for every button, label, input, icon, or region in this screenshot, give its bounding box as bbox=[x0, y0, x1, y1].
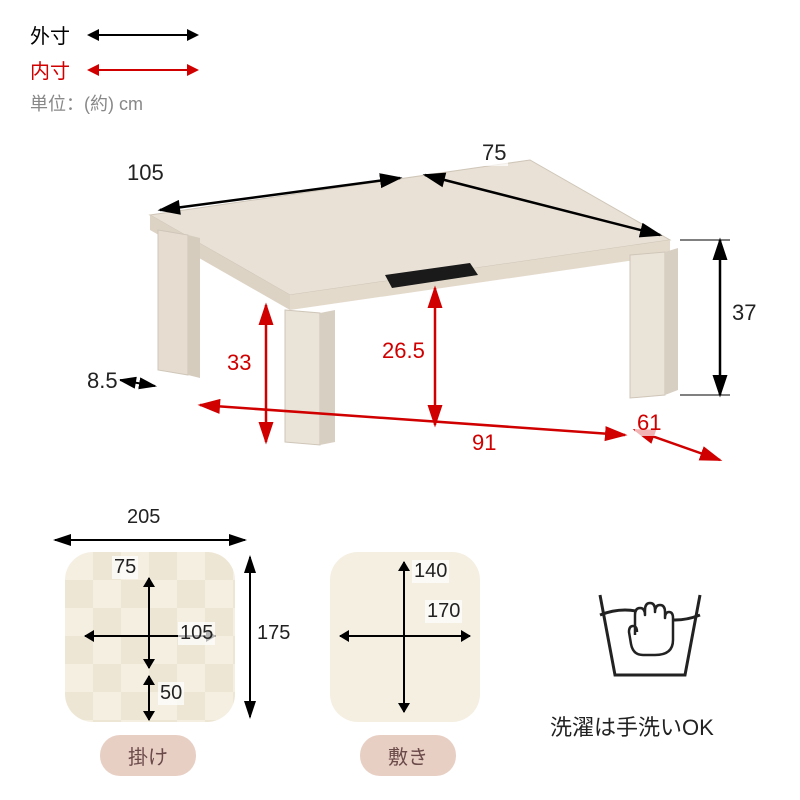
shiki-140: 140 bbox=[412, 560, 449, 583]
legend-outer: 外寸 bbox=[30, 20, 198, 49]
label-61: 61 bbox=[635, 410, 663, 436]
wash-label: 洗濯は手洗いOK bbox=[550, 710, 714, 742]
shiki-pill: 敷き bbox=[360, 735, 456, 776]
leg-front-left bbox=[285, 310, 320, 445]
kake-205: 205 bbox=[125, 506, 162, 529]
legend-outer-arrow bbox=[88, 34, 198, 36]
shiki-170: 170 bbox=[425, 600, 462, 623]
legend-unit-label: 単位：(約) cm bbox=[30, 90, 143, 116]
legend-inner-label: 内寸 bbox=[30, 55, 80, 84]
label-37: 37 bbox=[730, 300, 758, 326]
legend-unit: 単位：(約) cm bbox=[30, 90, 198, 116]
dim-8.5 bbox=[120, 380, 155, 386]
kake-105: 105 bbox=[178, 622, 215, 645]
kake-cross-v bbox=[148, 578, 150, 668]
label-8.5: 8.5 bbox=[85, 368, 120, 394]
legend-outer-label: 外寸 bbox=[30, 20, 80, 49]
legend-block: 外寸 内寸 単位：(約) cm bbox=[30, 20, 198, 122]
label-26.5: 26.5 bbox=[380, 338, 427, 364]
leg-front-left-side bbox=[320, 310, 335, 445]
shiki-cross-h bbox=[340, 635, 470, 637]
label-105: 105 bbox=[125, 160, 166, 186]
leg-front-right bbox=[630, 252, 665, 398]
kake-175: 175 bbox=[255, 622, 292, 645]
table-diagram: 105 75 37 8.5 33 26.5 91 61 bbox=[40, 120, 760, 500]
bottom-row: 205 75 105 50 175 掛け 140 170 敷き bbox=[30, 530, 770, 780]
dim-91 bbox=[200, 405, 625, 435]
handwash-icon bbox=[585, 560, 715, 690]
shiki-panel bbox=[330, 552, 480, 722]
kake-pill: 掛け bbox=[100, 735, 196, 776]
kake-drop-v bbox=[148, 676, 150, 720]
label-75: 75 bbox=[480, 140, 508, 166]
leg-back-left bbox=[158, 230, 188, 375]
shiki-cross-v bbox=[403, 562, 405, 712]
kake-75: 75 bbox=[112, 556, 138, 579]
label-33: 33 bbox=[225, 350, 253, 376]
legend-inner-arrow bbox=[88, 69, 198, 71]
kake-50: 50 bbox=[158, 682, 184, 705]
leg-front-right-side bbox=[665, 248, 678, 395]
leg-back-left-side bbox=[188, 235, 200, 378]
label-91: 91 bbox=[470, 430, 498, 456]
legend-inner: 内寸 bbox=[30, 55, 198, 84]
